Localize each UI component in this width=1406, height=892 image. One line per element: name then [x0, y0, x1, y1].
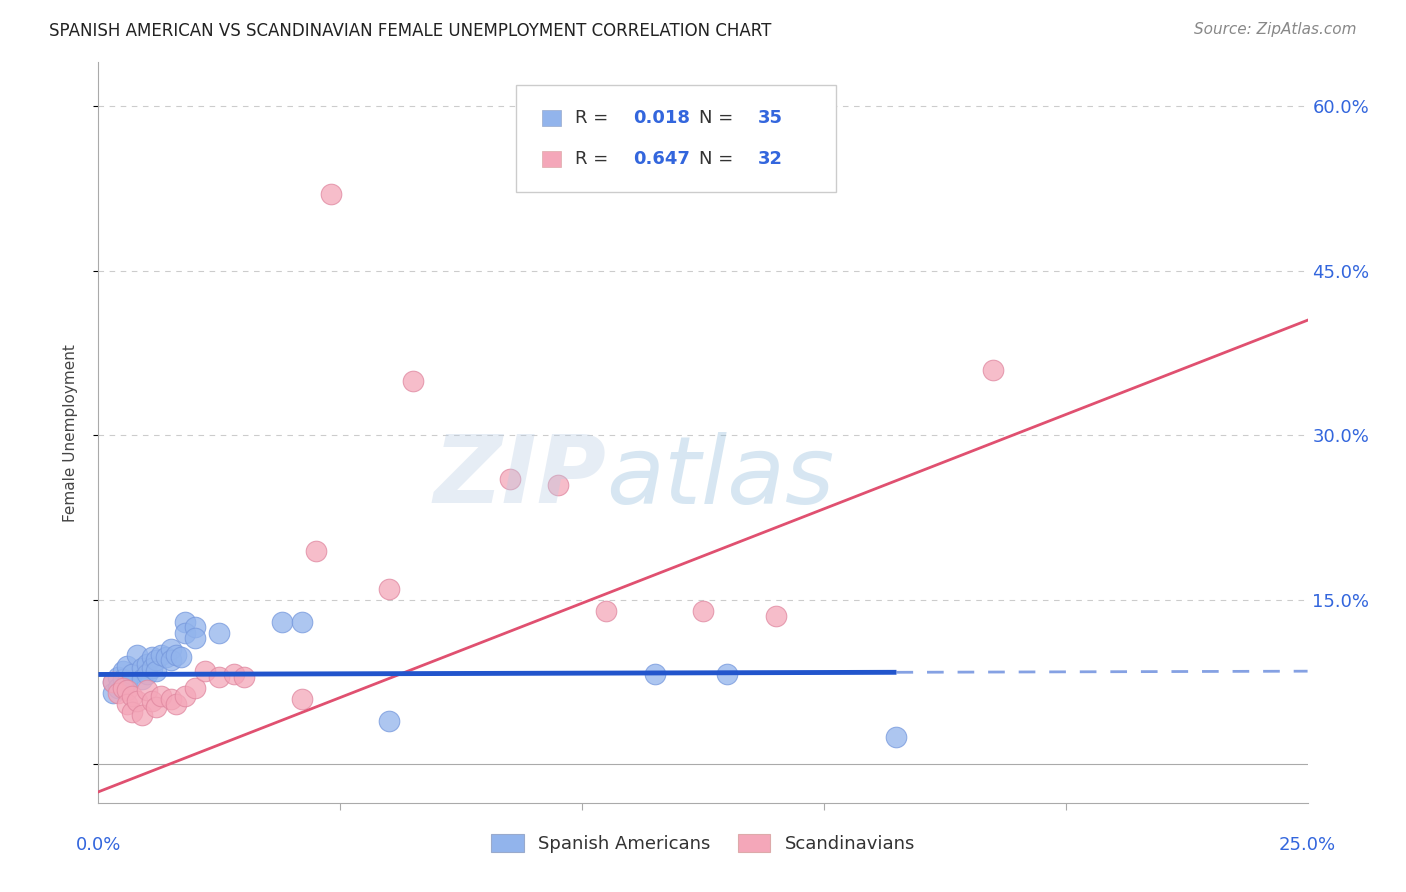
Point [141, 694, 163, 708]
Point [150, 690, 173, 704]
Point [111, 672, 134, 686]
Point [194, 664, 217, 678]
Point [131, 708, 153, 723]
Point [101, 675, 124, 690]
Text: SPANISH AMERICAN VS SCANDINAVIAN FEMALE UNEMPLOYMENT CORRELATION CHART: SPANISH AMERICAN VS SCANDINAVIAN FEMALE … [49, 22, 772, 40]
Point [121, 690, 143, 704]
Point [692, 604, 714, 618]
Text: 0.647: 0.647 [633, 150, 690, 168]
Point [135, 657, 157, 671]
FancyBboxPatch shape [543, 151, 561, 167]
Point [121, 705, 143, 719]
Point [111, 681, 134, 695]
Text: N =: N = [700, 109, 740, 127]
Point [107, 681, 129, 695]
Point [127, 648, 149, 662]
Point [169, 649, 191, 664]
Point [319, 187, 342, 202]
Point [290, 691, 312, 706]
Point [101, 686, 124, 700]
Point [498, 472, 520, 486]
Text: 32: 32 [758, 150, 783, 168]
Point [145, 653, 167, 667]
Text: R =: R = [575, 150, 614, 168]
Point [117, 658, 139, 673]
Point [150, 648, 173, 662]
Point [271, 615, 294, 629]
Text: 35: 35 [758, 109, 783, 127]
Point [222, 667, 245, 681]
Point [184, 681, 207, 695]
Point [290, 615, 312, 629]
Text: atlas: atlas [606, 432, 835, 523]
Point [107, 686, 129, 700]
Point [547, 477, 569, 491]
Point [165, 697, 187, 711]
Point [117, 682, 139, 697]
Point [127, 694, 149, 708]
Y-axis label: Female Unemployment: Female Unemployment [63, 343, 77, 522]
Point [716, 667, 738, 681]
Point [117, 697, 139, 711]
Point [232, 670, 254, 684]
Point [981, 362, 1004, 376]
Point [165, 648, 187, 662]
Text: Source: ZipAtlas.com: Source: ZipAtlas.com [1194, 22, 1357, 37]
FancyBboxPatch shape [516, 85, 837, 192]
Point [141, 649, 163, 664]
Point [141, 661, 163, 675]
Point [765, 609, 787, 624]
Point [886, 730, 908, 744]
Point [160, 642, 183, 657]
Point [145, 700, 167, 714]
Point [131, 672, 153, 686]
Point [131, 661, 153, 675]
Point [184, 620, 207, 634]
Text: R =: R = [575, 109, 614, 127]
Text: N =: N = [700, 150, 740, 168]
Point [135, 667, 157, 681]
Point [595, 604, 617, 618]
Point [107, 670, 129, 684]
Point [101, 675, 124, 690]
Point [160, 691, 183, 706]
Point [111, 664, 134, 678]
Point [121, 667, 143, 681]
Point [117, 675, 139, 690]
Point [174, 690, 197, 704]
Legend: Spanish Americans, Scandinavians: Spanish Americans, Scandinavians [484, 827, 922, 861]
Point [160, 653, 183, 667]
Point [208, 670, 231, 684]
Point [305, 543, 328, 558]
Point [135, 682, 157, 697]
Text: 0.0%: 0.0% [76, 836, 121, 855]
Point [208, 625, 231, 640]
Point [184, 632, 207, 646]
Point [145, 664, 167, 678]
Point [402, 374, 425, 388]
Point [155, 649, 177, 664]
Point [377, 714, 399, 728]
Text: 0.018: 0.018 [633, 109, 690, 127]
FancyBboxPatch shape [543, 110, 561, 126]
Point [174, 615, 197, 629]
Point [174, 625, 197, 640]
Text: ZIP: ZIP [433, 431, 606, 523]
Text: 25.0%: 25.0% [1279, 836, 1336, 855]
Point [644, 667, 666, 681]
Point [377, 582, 399, 596]
